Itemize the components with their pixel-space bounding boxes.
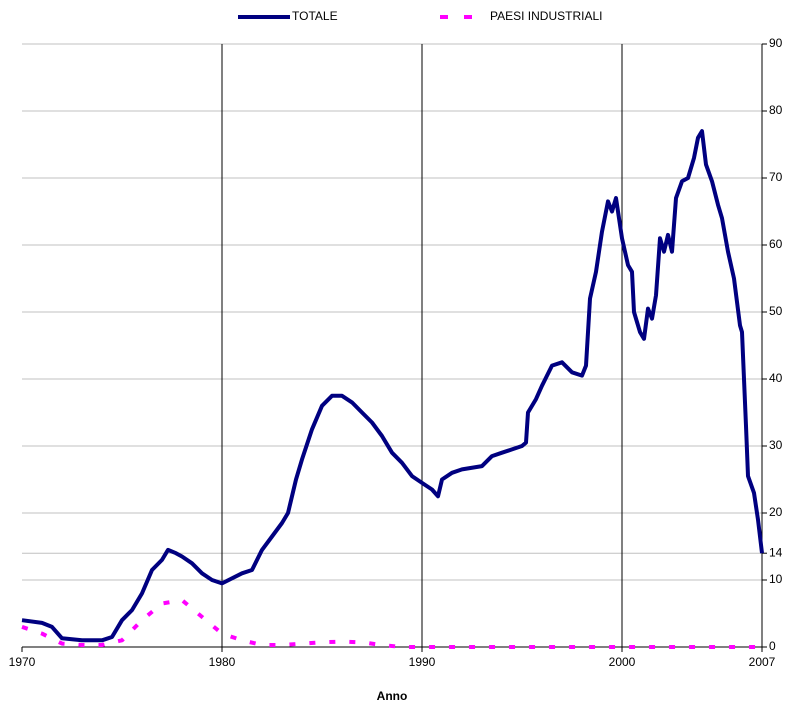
line bbox=[21, 129, 764, 643]
x-tick-label: 1990 bbox=[409, 655, 436, 669]
y-tick-label: 80 bbox=[769, 103, 783, 117]
x-tick-label: 1970 bbox=[9, 655, 36, 669]
y-tick-label: 60 bbox=[769, 237, 783, 251]
legend-label: PAESI INDUSTRIALI bbox=[490, 9, 602, 23]
x-axis-label: Anno bbox=[377, 689, 408, 703]
x-tick-label: 1980 bbox=[209, 655, 236, 669]
legend-label: TOTALE bbox=[292, 9, 338, 23]
y-tick-label: 14 bbox=[769, 545, 783, 559]
y-tick-label: 20 bbox=[769, 505, 783, 519]
y-tick-label: 0 bbox=[769, 639, 776, 653]
y-tick-label: 10 bbox=[769, 572, 783, 586]
x-tick-label: 2000 bbox=[609, 655, 636, 669]
y-tick-label: 90 bbox=[769, 36, 783, 50]
y-tick-label: 70 bbox=[769, 170, 783, 184]
y-tick-label: 30 bbox=[769, 438, 783, 452]
line bbox=[21, 598, 762, 649]
y-tick-label: 50 bbox=[769, 304, 783, 318]
y-tick-label: 40 bbox=[769, 371, 783, 385]
x-tick-label: 2007 bbox=[749, 655, 776, 669]
